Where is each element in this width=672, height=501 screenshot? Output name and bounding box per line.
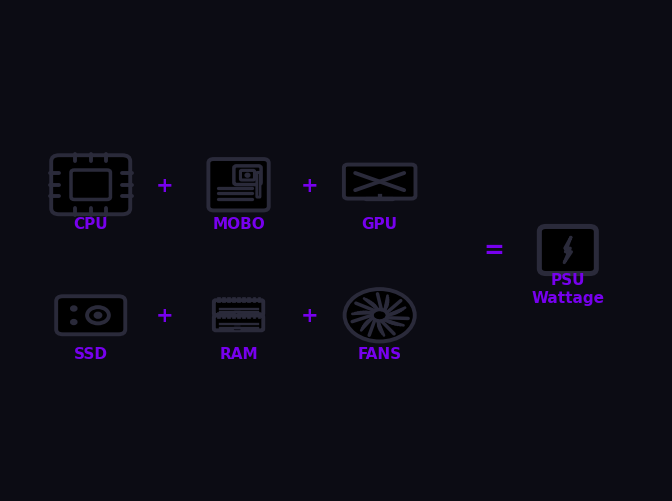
Bar <box>243 313 245 318</box>
Bar <box>257 297 260 303</box>
Text: +: + <box>156 306 173 326</box>
Text: +: + <box>300 175 318 195</box>
Bar <box>222 313 224 318</box>
Text: FANS: FANS <box>358 347 402 361</box>
Text: SSD: SSD <box>74 347 108 361</box>
Bar <box>233 313 235 318</box>
FancyBboxPatch shape <box>51 156 130 215</box>
Circle shape <box>372 310 387 321</box>
Circle shape <box>345 290 415 342</box>
FancyBboxPatch shape <box>257 173 260 198</box>
FancyBboxPatch shape <box>235 310 240 315</box>
Text: RAM: RAM <box>219 347 258 361</box>
FancyBboxPatch shape <box>56 297 125 335</box>
Text: CPU: CPU <box>73 216 108 231</box>
Bar <box>217 313 220 318</box>
Circle shape <box>95 314 101 318</box>
FancyBboxPatch shape <box>214 301 263 315</box>
Text: +: + <box>156 175 173 195</box>
Bar <box>237 297 240 303</box>
Text: MOBO: MOBO <box>212 216 265 231</box>
Bar <box>253 297 255 303</box>
FancyBboxPatch shape <box>71 171 110 200</box>
Bar <box>227 313 230 318</box>
FancyBboxPatch shape <box>208 160 269 211</box>
Bar <box>217 297 220 303</box>
Circle shape <box>87 308 109 324</box>
Bar <box>222 297 224 303</box>
Circle shape <box>246 174 249 177</box>
Polygon shape <box>564 238 571 263</box>
Bar <box>233 297 235 303</box>
Text: PSU
Wattage: PSU Wattage <box>532 273 604 305</box>
Bar <box>257 313 260 318</box>
Bar <box>237 313 240 318</box>
Text: =: = <box>483 238 505 263</box>
Bar <box>247 313 250 318</box>
FancyBboxPatch shape <box>344 165 415 199</box>
Bar <box>247 297 250 303</box>
FancyBboxPatch shape <box>234 166 261 185</box>
Bar <box>227 297 230 303</box>
FancyBboxPatch shape <box>241 171 255 181</box>
FancyBboxPatch shape <box>235 325 240 330</box>
Bar <box>243 297 245 303</box>
Circle shape <box>71 321 76 324</box>
FancyBboxPatch shape <box>214 316 263 331</box>
Text: +: + <box>300 306 318 326</box>
Text: GPU: GPU <box>362 216 398 231</box>
FancyBboxPatch shape <box>540 227 596 274</box>
Bar <box>253 313 255 318</box>
Circle shape <box>71 307 76 311</box>
